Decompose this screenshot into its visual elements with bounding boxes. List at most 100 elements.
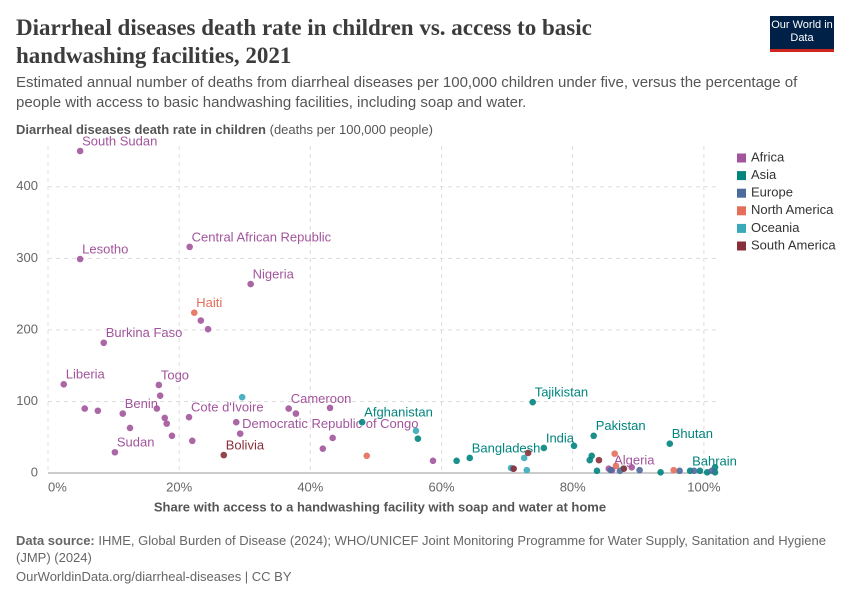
point [119,410,127,417]
point [607,466,615,474]
point [232,418,240,426]
point [153,405,161,412]
point [670,466,678,474]
point-label: Liberia [66,367,106,382]
point [570,442,578,450]
y-tick-label: 0 [31,464,38,479]
logo[interactable]: Our World in Data [770,16,834,52]
point [163,420,171,427]
y-tick-label: 300 [16,250,38,265]
point [595,456,603,464]
legend-swatch [737,223,746,233]
point [363,452,371,460]
point-label: Tajikistan [535,385,588,400]
point [168,432,176,440]
point-label: Sudan [117,435,155,450]
point [238,393,246,401]
point [111,448,119,456]
legend-swatch [737,153,746,163]
source-text: IHME, Global Burden of Disease (2024); W… [16,533,826,565]
point [520,454,528,462]
point [292,410,300,417]
point-label: Cameroon [291,391,352,406]
point [412,427,420,435]
legend-label: North America [751,202,834,217]
point [414,435,422,442]
point-label: Pakistan [596,418,646,433]
point-label: Haiti [196,295,222,310]
y-axis-unit: (deaths per 100,000 people) [270,122,433,137]
point [611,450,618,457]
point [190,309,198,317]
point-label: India [546,430,575,445]
y-tick-label: 400 [16,178,38,193]
point [612,462,620,470]
point [81,405,89,412]
legend-swatch [737,206,746,216]
point [60,380,68,388]
x-tick-label: 80% [560,479,586,494]
point-label: Lesotho [82,241,128,256]
point [247,280,254,288]
y-axis-label: Diarrheal diseases death rate in childre… [16,122,433,137]
point [628,463,636,471]
point [540,444,548,452]
point [510,465,517,473]
chart-title: Diarrheal diseases death rate in childre… [16,15,592,68]
point-label: Afghanistan [364,405,433,420]
x-tick-label: 60% [429,479,455,494]
y-tick-label: 100 [16,393,38,408]
point [220,451,228,459]
x-tick-label: 20% [166,479,192,494]
footer-url[interactable]: OurWorldinData.org/diarrheal-diseases | … [16,569,292,584]
point [676,467,683,475]
point [690,467,698,475]
point [161,414,169,422]
point [429,457,437,465]
point [76,147,84,155]
point [319,445,327,452]
point-label: Bangladesh [472,440,541,455]
point [126,424,134,432]
x-tick-label: 0% [48,479,67,494]
point [696,467,704,475]
source: Data source: IHME, Global Burden of Dise… [16,532,826,566]
x-tick-label: 40% [297,479,323,494]
point [285,405,293,412]
source-label: Data source: [16,533,95,548]
point-label: Bahrain [692,453,737,468]
legend-swatch [737,171,746,181]
point [204,325,212,333]
point [529,398,536,406]
legend-swatch [737,188,746,198]
point [326,404,334,412]
point [666,440,674,447]
point-label: Bolivia [226,438,265,453]
point-label: Cote d'Ivoire [191,400,264,415]
point-label: Benin [125,396,158,411]
point [236,430,244,437]
point [186,243,193,251]
point-label: Algeria [614,453,655,468]
point [620,465,628,473]
point [708,467,716,475]
point [588,452,596,460]
point [636,466,643,474]
x-axis-label: Share with access to a handwashing facil… [154,499,606,514]
point-label: Burkina Faso [106,325,183,340]
point-label: Central African Republic [192,229,332,244]
point-label: Bhutan [672,426,713,441]
point-label: South Sudan [82,133,157,148]
legend-label: South America [751,237,836,252]
legend-label: Europe [751,185,793,200]
point [590,432,597,440]
point-label: Togo [161,367,189,382]
point [593,467,601,475]
point [94,407,102,415]
point-label: Nigeria [253,267,295,282]
y-axis-title: Diarrheal diseases death rate in childre… [16,122,266,137]
legend-label: Oceania [751,220,800,235]
point-label: Democratic Republic of Congo [242,416,418,431]
